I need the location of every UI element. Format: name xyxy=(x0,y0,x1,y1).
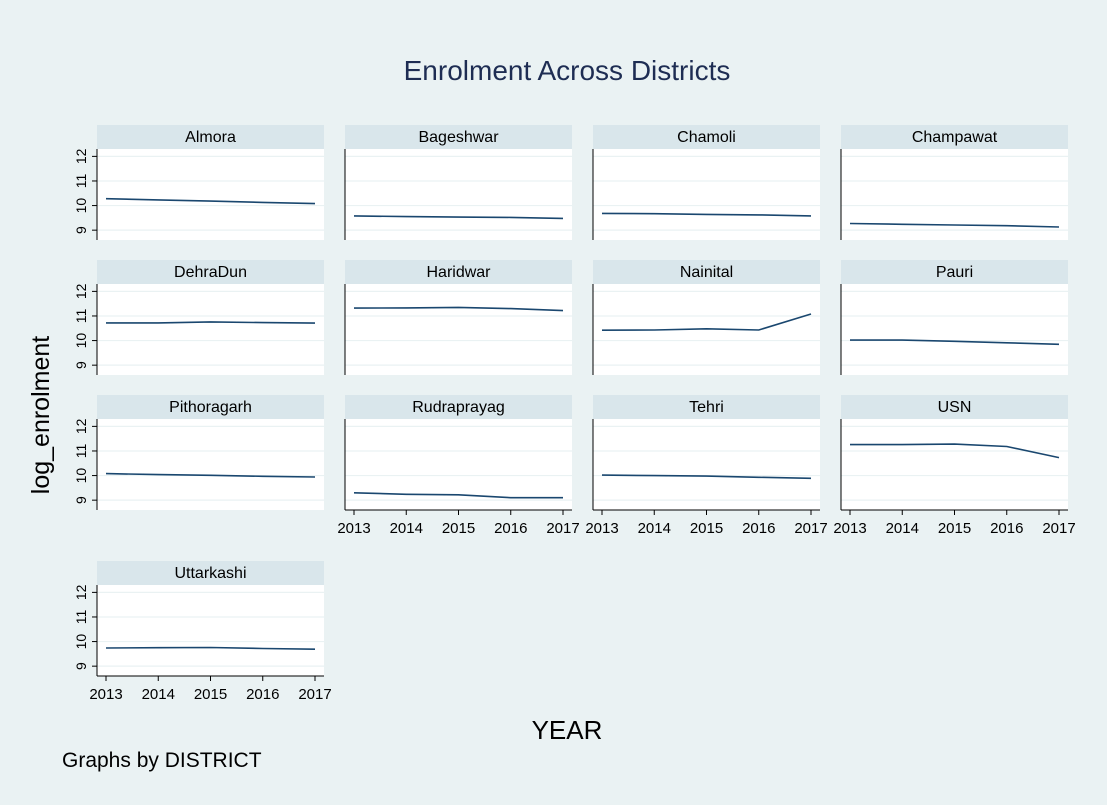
x-tick-label: 2014 xyxy=(886,520,919,537)
x-tick-label: 2015 xyxy=(938,520,971,537)
panel-title: Uttarkashi xyxy=(174,565,246,582)
panel-pauri: Pauri xyxy=(841,260,1068,375)
y-tick-label: 11 xyxy=(73,609,89,624)
x-tick-label: 2014 xyxy=(142,686,175,703)
panel-bageshwar: Bageshwar xyxy=(345,125,572,240)
panel-rudraprayag: Rudraprayag 2013 2014 2015 2016 2017 xyxy=(337,395,579,537)
y-tick-label: 10 xyxy=(73,634,89,650)
plot-area xyxy=(593,419,820,510)
panels-group: Almora 9 10 11 12 Bageshwar Chamoli Champawat De… xyxy=(73,125,1076,703)
panel-haridwar: Haridwar xyxy=(345,260,572,375)
panel-title: Almora xyxy=(185,129,236,146)
panel-nainital: Nainital xyxy=(593,260,820,375)
x-tick-label: 2015 xyxy=(690,520,723,537)
panel-title: Tehri xyxy=(689,399,724,416)
panel-title: Pithoragarh xyxy=(169,399,252,416)
panel-title: Bageshwar xyxy=(418,129,499,146)
plot-area xyxy=(841,419,1068,510)
y-tick-label: 10 xyxy=(73,333,89,349)
panel-title: Pauri xyxy=(936,264,973,281)
panel-title: USN xyxy=(938,399,972,416)
x-tick-label: 2015 xyxy=(194,686,227,703)
panel-almora: Almora 9 10 11 12 xyxy=(73,125,324,240)
plot-area xyxy=(345,419,572,510)
plot-area xyxy=(97,284,324,375)
x-tick-label: 2017 xyxy=(298,686,331,703)
plot-area xyxy=(97,585,324,676)
x-tick-label: 2013 xyxy=(585,520,618,537)
y-axis-label: log_enrolment xyxy=(27,336,55,494)
panel-dehradun: DehraDun 9 10 11 12 xyxy=(73,260,324,375)
panel-chamoli: Chamoli xyxy=(593,125,820,240)
x-tick-label: 2013 xyxy=(337,520,370,537)
plot-area xyxy=(97,419,324,510)
y-tick-label: 12 xyxy=(73,148,89,164)
y-tick-label: 9 xyxy=(73,496,89,504)
panel-title: Chamoli xyxy=(677,129,736,146)
panel-title: Rudraprayag xyxy=(412,399,505,416)
x-tick-label: 2017 xyxy=(546,520,579,537)
y-tick-label: 11 xyxy=(73,173,89,188)
x-tick-label: 2016 xyxy=(494,520,527,537)
panel-tehri: Tehri 2013 2014 2015 2016 2017 xyxy=(585,395,827,537)
y-tick-label: 9 xyxy=(73,662,89,670)
y-tick-label: 11 xyxy=(73,443,89,458)
y-tick-label: 9 xyxy=(73,361,89,369)
x-tick-label: 2016 xyxy=(246,686,279,703)
panel-title: Nainital xyxy=(680,264,733,281)
plot-area xyxy=(345,284,572,375)
panel-pithoragarh: Pithoragarh 9 10 11 12 xyxy=(73,395,324,510)
plot-area xyxy=(345,149,572,240)
panel-champawat: Champawat xyxy=(841,125,1068,240)
chart-title: Enrolment Across Districts xyxy=(404,55,731,86)
y-tick-label: 9 xyxy=(73,226,89,234)
y-tick-label: 10 xyxy=(73,468,89,484)
panel-title: Champawat xyxy=(912,129,998,146)
x-tick-label: 2013 xyxy=(89,686,122,703)
panel-usn: USN 2013 2014 2015 2016 2017 xyxy=(833,395,1075,537)
plot-area xyxy=(97,149,324,240)
x-tick-label: 2014 xyxy=(390,520,423,537)
x-axis-label: YEAR xyxy=(532,715,603,745)
x-tick-label: 2015 xyxy=(442,520,475,537)
plot-area xyxy=(593,149,820,240)
y-tick-label: 11 xyxy=(73,308,89,323)
y-tick-label: 10 xyxy=(73,198,89,214)
panel-uttarkashi: Uttarkashi 9 10 11 12 2013 2014 2015 2016 2017 xyxy=(73,561,332,703)
x-tick-label: 2013 xyxy=(833,520,866,537)
x-tick-label: 2017 xyxy=(1042,520,1075,537)
panel-title: Haridwar xyxy=(426,264,491,281)
x-tick-label: 2014 xyxy=(638,520,671,537)
y-tick-label: 12 xyxy=(73,584,89,600)
x-tick-label: 2017 xyxy=(794,520,827,537)
graphs-by-note: Graphs by DISTRICT xyxy=(62,749,262,772)
panel-title: DehraDun xyxy=(174,264,247,281)
x-tick-label: 2016 xyxy=(742,520,775,537)
y-tick-label: 12 xyxy=(73,418,89,434)
x-tick-label: 2016 xyxy=(990,520,1023,537)
plot-area xyxy=(841,284,1068,375)
y-tick-label: 12 xyxy=(73,283,89,299)
